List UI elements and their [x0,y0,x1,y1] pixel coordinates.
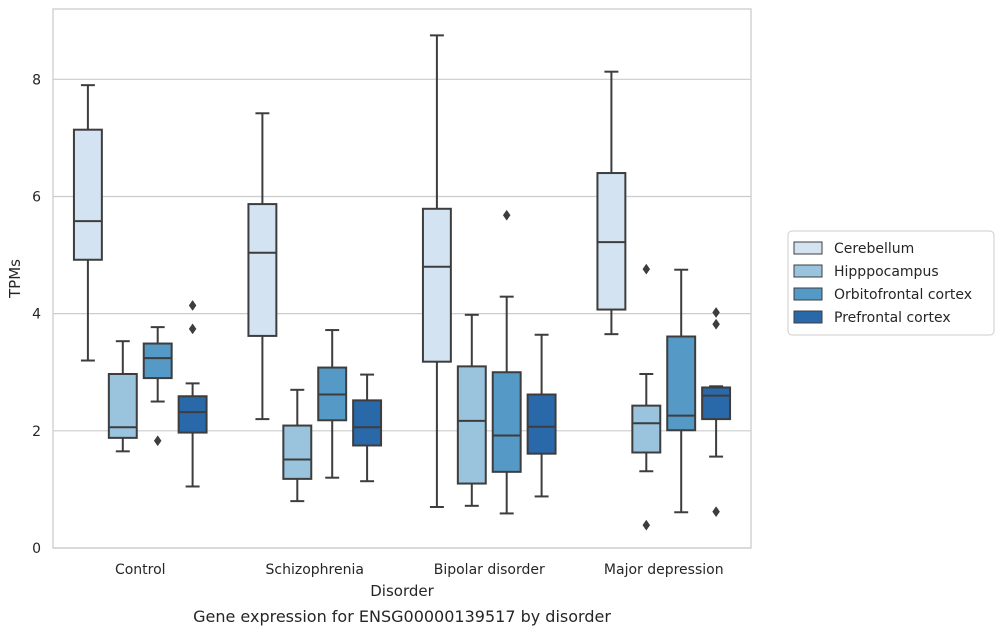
box-0-0 [72,84,103,362]
legend-frame [787,230,995,336]
iqr-box [72,128,103,261]
outlier-point [153,435,162,447]
legend-swatch [793,287,823,301]
legend-label: Hipppocampus [834,264,939,280]
outlier-point [712,307,720,318]
outlier-point [642,519,651,531]
iqr-box [421,207,452,363]
iqr-box [177,395,208,434]
outlier-point [188,300,197,311]
outlier-point [712,506,720,518]
box-3-3 [701,307,732,518]
outlier-point [642,263,651,275]
iqr-box [456,365,487,485]
box-0-1 [247,112,278,421]
outlier-point [502,209,511,221]
x-tick-labels: Control Schizophrenia Bipolar disorder Majo… [115,562,724,578]
box-1-2 [456,313,487,507]
y-tick-label: 2 [32,424,41,440]
y-tick-label: 8 [32,72,41,88]
y-axis-title: TPMs [6,259,24,299]
legend-label: Orbitofrontal cortex [834,287,972,303]
box-1-1 [282,388,313,503]
box-2-1 [317,329,348,479]
box-0-3 [596,70,627,336]
iqr-box [701,386,732,421]
chart-title: Gene expression for ENSG00000139517 by d… [193,607,611,626]
iqr-box [142,342,173,380]
y-tick-label: 6 [32,189,41,205]
legend-swatch [793,264,823,278]
iqr-box [631,404,662,454]
iqr-box [491,371,522,473]
x-axis-title: Disorder [370,582,434,600]
x-tick-label: Major depression [604,562,724,578]
box-3-1 [352,373,383,483]
outlier-point [712,318,720,330]
box-0-2 [421,34,452,508]
y-tick-label: 0 [32,541,41,557]
box-1-3 [631,263,662,531]
box-2-2 [491,209,522,515]
legend-swatch [793,241,823,255]
x-tick-label: Bipolar disorder [434,562,545,578]
boxes [72,34,732,531]
legend-swatch [793,310,823,324]
y-tick-label: 4 [32,307,41,323]
legend: Cerebellum Hipppocampus Orbitofrontal cort… [787,230,995,336]
outlier-point [188,323,197,335]
box-2-3 [666,268,697,514]
legend-label: Prefrontal cortex [834,310,951,326]
box-1-0 [107,340,138,453]
y-tick-labels: 0 2 4 6 8 [32,72,41,557]
y-gridlines [53,78,751,549]
box-2-0 [142,326,173,447]
iqr-box [526,393,557,455]
box-3-2 [526,333,557,498]
box-3-0 [177,300,208,488]
iqr-box [247,203,278,337]
legend-label: Cerebellum [834,241,914,257]
iqr-box [352,399,383,447]
plot-area-frame [52,8,752,549]
x-tick-label: Schizophrenia [266,562,364,578]
iqr-box [282,424,313,480]
x-tick-label: Control [115,562,166,578]
